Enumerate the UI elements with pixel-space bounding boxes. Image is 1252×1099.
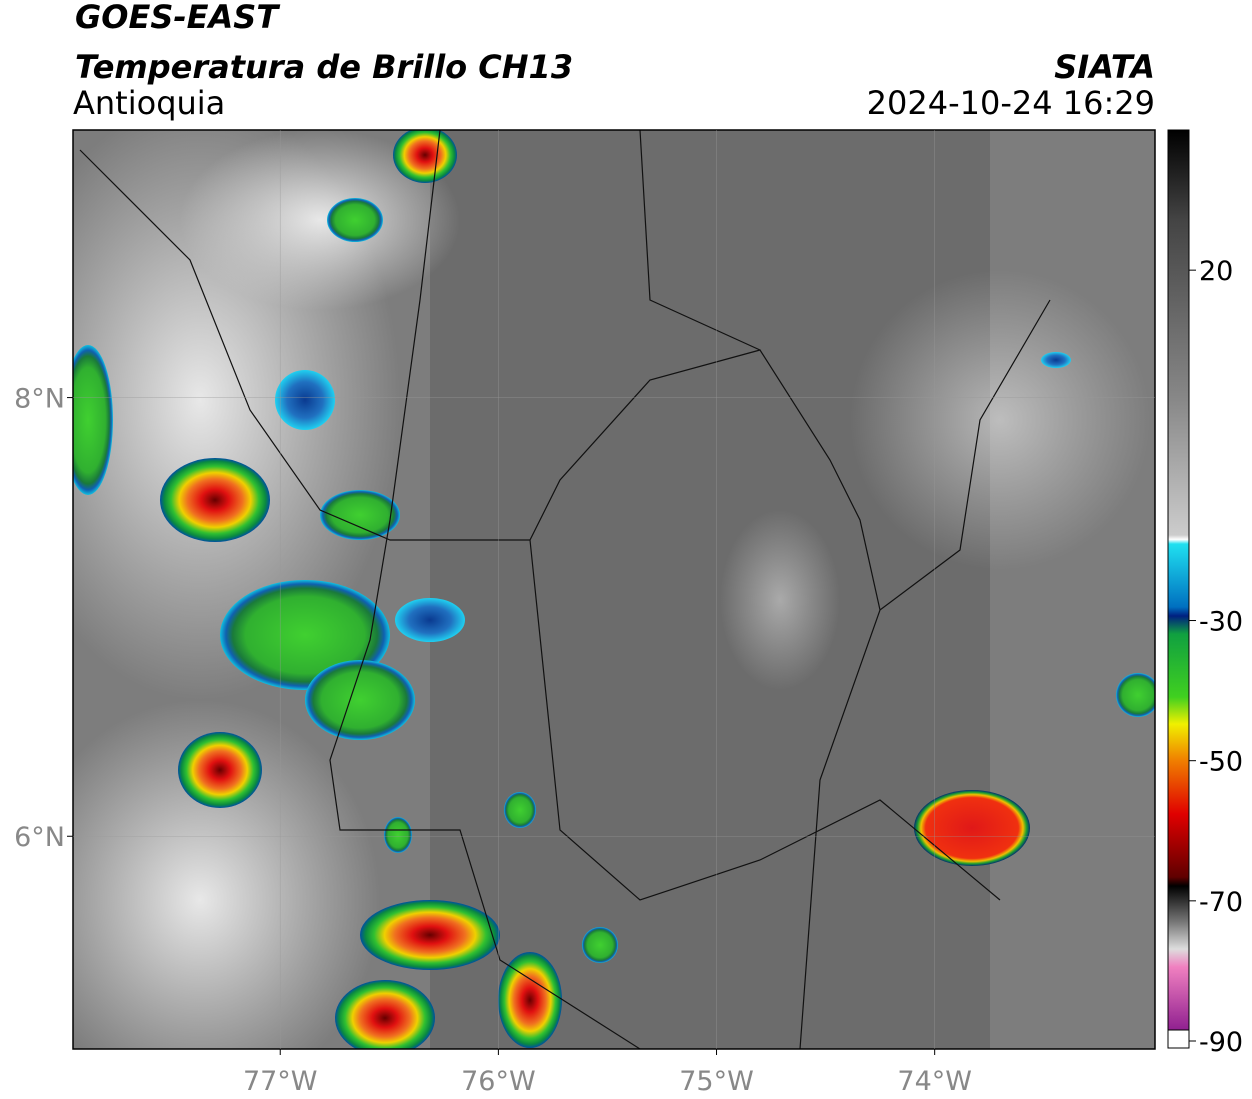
y-tick-label: 6°N [14,822,65,853]
satellite-image [73,130,1155,1049]
colorbar-tick-label: -70 [1199,887,1243,918]
source: SIATA [1054,48,1155,86]
datetime: 2024-10-24 16:29 [867,84,1155,122]
colorbar-tick-label: -50 [1199,747,1243,778]
colorbar-tick-label: -30 [1199,607,1243,638]
colorbar-tick-label: 20 [1199,256,1233,287]
title: GOES-EAST [75,0,280,36]
x-tick-label: 74°W [897,1066,972,1097]
y-tick-label: 8°N [14,384,65,415]
x-tick-label: 76°W [461,1066,536,1097]
region: Antioquia [73,84,225,122]
x-tick-label: 77°W [243,1066,318,1097]
colorbar-under [1167,1029,1190,1049]
map-frame [72,129,1156,1050]
x-tick-label: 75°W [679,1066,754,1097]
subtitle: Temperatura de Brillo CH13 [75,48,573,86]
colorbar-tick-label: -90 [1199,1027,1243,1058]
colorbar [1168,130,1189,1030]
colorbar-frame [1167,129,1190,1049]
